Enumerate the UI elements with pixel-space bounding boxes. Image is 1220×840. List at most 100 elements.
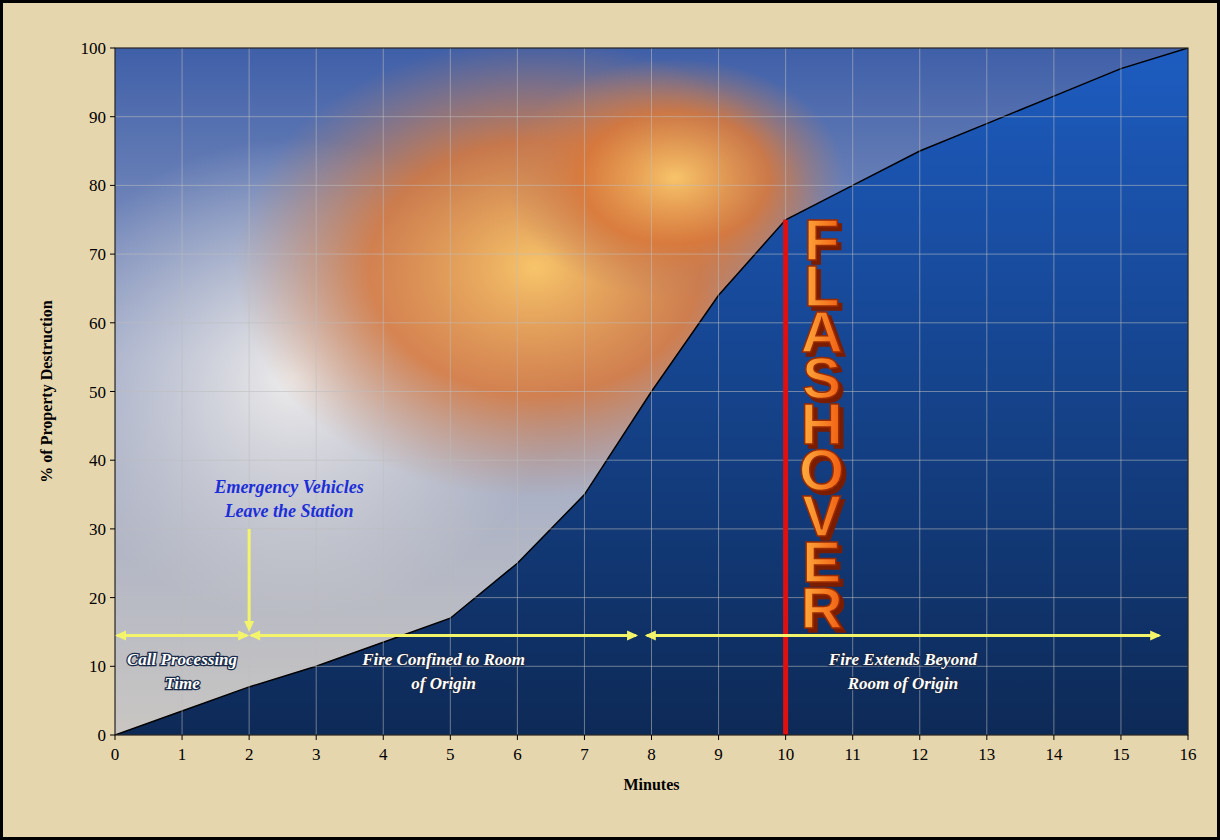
x-tick-label: 10 — [777, 745, 794, 764]
text-line: Fire Extends Beyond — [828, 650, 978, 669]
grid-line-y — [115, 597, 1188, 598]
y-tick — [110, 460, 115, 461]
grid-line-y — [115, 322, 1188, 323]
grid-line-y — [115, 460, 1188, 461]
span-label: Fire Confined to Room of Origin — [361, 650, 525, 693]
text-line: Time — [164, 674, 200, 693]
span-arrow-head — [1150, 630, 1161, 640]
x-tick-label: 14 — [1045, 745, 1063, 764]
y-tick-label: 60 — [89, 314, 106, 333]
y-tick-label: 0 — [98, 726, 107, 745]
x-tick — [785, 735, 786, 740]
grid-line-y — [115, 116, 1188, 117]
plot-frame — [115, 48, 1188, 735]
page-frame — [2, 2, 1219, 839]
text-line: Call Processing — [127, 650, 238, 669]
grid-line-y — [115, 185, 1188, 186]
grid-line-y — [115, 254, 1188, 255]
text-line: Leave the Station — [224, 501, 354, 521]
x-tick-label: 15 — [1112, 745, 1129, 764]
span-arrow — [251, 634, 636, 637]
x-tick-label: 1 — [178, 745, 187, 764]
x-tick — [986, 735, 987, 740]
text-line: Emergency Vehicles — [213, 477, 363, 497]
grid-line-y — [115, 391, 1188, 392]
text-line: Room of Origin — [847, 674, 959, 693]
x-tick — [584, 735, 585, 740]
y-tick-label: 100 — [81, 39, 107, 58]
y-tick-label: 90 — [89, 108, 106, 127]
x-tick — [651, 735, 652, 740]
x-tick — [1120, 735, 1121, 740]
x-tick-label: 8 — [647, 745, 656, 764]
grid-line-x — [785, 48, 786, 735]
y-tick — [110, 322, 115, 323]
area-shading — [115, 48, 1188, 735]
x-tick-label: 4 — [379, 745, 388, 764]
annotations: Call Processing Time Fire Confined to Room… — [115, 207, 1161, 694]
y-tick — [110, 391, 115, 392]
x-tick-label: 13 — [978, 745, 995, 764]
x-tick — [1053, 735, 1054, 740]
x-tick-label: 12 — [911, 745, 928, 764]
x-tick — [718, 735, 719, 740]
plot-area — [115, 48, 1188, 735]
y-tick — [110, 185, 115, 186]
x-tick — [249, 735, 250, 740]
x-tick — [383, 735, 384, 740]
x-tick — [182, 735, 183, 740]
chart: 0123456789101112131415160102030405060708… — [0, 0, 1220, 840]
x-tick-label: 9 — [714, 745, 723, 764]
y-tick — [110, 597, 115, 598]
x-tick — [115, 735, 116, 740]
y-tick-label: 40 — [89, 451, 106, 470]
y-tick — [110, 735, 115, 736]
plot-background — [115, 48, 1188, 735]
y-tick-label: 50 — [89, 383, 106, 402]
x-tick — [517, 735, 518, 740]
x-tick-label: 6 — [513, 745, 522, 764]
x-tick-label: 11 — [845, 745, 861, 764]
x-tick-label: 5 — [446, 745, 455, 764]
y-tick — [110, 528, 115, 529]
x-tick — [919, 735, 920, 740]
flashover-label: FLASHOVER — [799, 207, 844, 640]
y-tick — [110, 48, 115, 49]
span-arrow-head — [115, 630, 126, 640]
text-line: Fire Confined to Room — [361, 650, 525, 669]
x-tick-label: 0 — [111, 745, 120, 764]
y-tick-label: 20 — [89, 589, 106, 608]
callout-arrow-head — [244, 621, 254, 632]
y-tick-label: 10 — [89, 657, 106, 676]
y-tick — [110, 666, 115, 667]
span-arrow — [117, 634, 247, 637]
x-tick — [316, 735, 317, 740]
span-arrow-head — [645, 630, 656, 640]
span-arrow-head — [627, 630, 638, 640]
x-tick-label: 16 — [1180, 745, 1197, 764]
x-tick-label: 7 — [580, 745, 589, 764]
area — [115, 48, 1188, 735]
grid-line-y — [115, 528, 1188, 529]
y-tick — [110, 116, 115, 117]
flashover-letter: R — [801, 575, 843, 640]
y-tick — [110, 254, 115, 255]
span-arrow — [647, 634, 1159, 637]
text-line: of Origin — [411, 674, 476, 693]
span-label: Fire Extends Beyond Room of Origin — [828, 650, 978, 693]
span-label: Call Processing Time — [127, 650, 238, 693]
y-axis-title: % of Property Destruction — [38, 300, 56, 482]
x-tick — [450, 735, 451, 740]
callout-label: Emergency Vehicles Leave the Station — [213, 477, 363, 521]
flashover-line — [783, 220, 788, 735]
x-tick-label: 3 — [312, 745, 321, 764]
area-line — [115, 48, 1188, 735]
y-tick-label: 70 — [89, 245, 106, 264]
x-axis-title: Minutes — [624, 776, 680, 793]
x-tick — [1188, 735, 1189, 740]
grid-line-y — [115, 666, 1188, 667]
x-tick-label: 2 — [245, 745, 254, 764]
y-tick-label: 80 — [89, 176, 106, 195]
span-arrow-head — [238, 630, 249, 640]
span-arrow-head — [249, 630, 260, 640]
